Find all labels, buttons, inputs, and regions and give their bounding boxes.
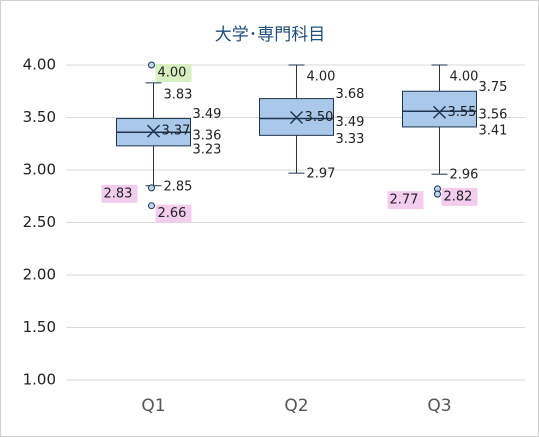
mean-marker [432,105,447,119]
q1-label: 3.33 [336,132,365,147]
min-label: 2.97 [307,167,336,182]
mean-label: 3.37 [162,124,191,139]
outlier [148,202,155,210]
y-tick-label: 2.50 [23,213,56,231]
chart-title: 大学･専門科目 [215,25,326,45]
outlier-label: 4.00 [158,66,187,81]
q1-label: 3.41 [479,123,508,138]
q3-label: 3.75 [479,80,508,95]
outlier-label-highlight [155,204,192,223]
y-tick-label: 3.50 [23,108,56,126]
outlier [148,184,155,192]
max-label: 4.00 [450,70,479,85]
outlier-label: 2.77 [390,193,419,208]
y-tick-label: 1.50 [23,318,56,336]
max-label: 4.00 [307,70,336,85]
min-label: 2.85 [164,179,193,194]
y-tick-label: 1.00 [23,371,56,389]
outlier-label-highlight [387,191,424,210]
y-tick-label: 3.00 [23,161,56,179]
q3-label: 3.49 [193,107,222,122]
mean-label: 3.50 [305,110,334,125]
mean-label: 3.55 [448,105,477,120]
mean-marker [289,110,304,125]
q3-label: 3.68 [336,87,365,102]
box [402,90,477,128]
outlier-label-highlight [441,187,478,206]
max-label: 3.83 [164,87,193,102]
outlier-label-highlight [155,64,192,82]
outlier-label: 2.83 [104,186,133,201]
median-label: 3.56 [479,108,508,123]
outlier-label: 2.66 [158,206,187,221]
outlier-label-highlight [101,184,138,203]
outlier [148,61,155,69]
x-tick-label: Q2 [284,396,308,416]
median-label: 3.36 [193,129,222,144]
q1-label: 3.23 [193,142,222,157]
median-label: 3.49 [336,115,365,130]
min-label: 2.96 [450,168,479,183]
y-tick-label: 2.00 [23,266,56,284]
mean-marker [146,124,161,138]
x-tick-label: Q3 [427,396,451,416]
outlier [434,190,441,198]
x-tick-label: Q1 [141,396,165,416]
outlier-label: 2.82 [444,189,473,204]
y-tick-label: 4.00 [23,56,56,74]
